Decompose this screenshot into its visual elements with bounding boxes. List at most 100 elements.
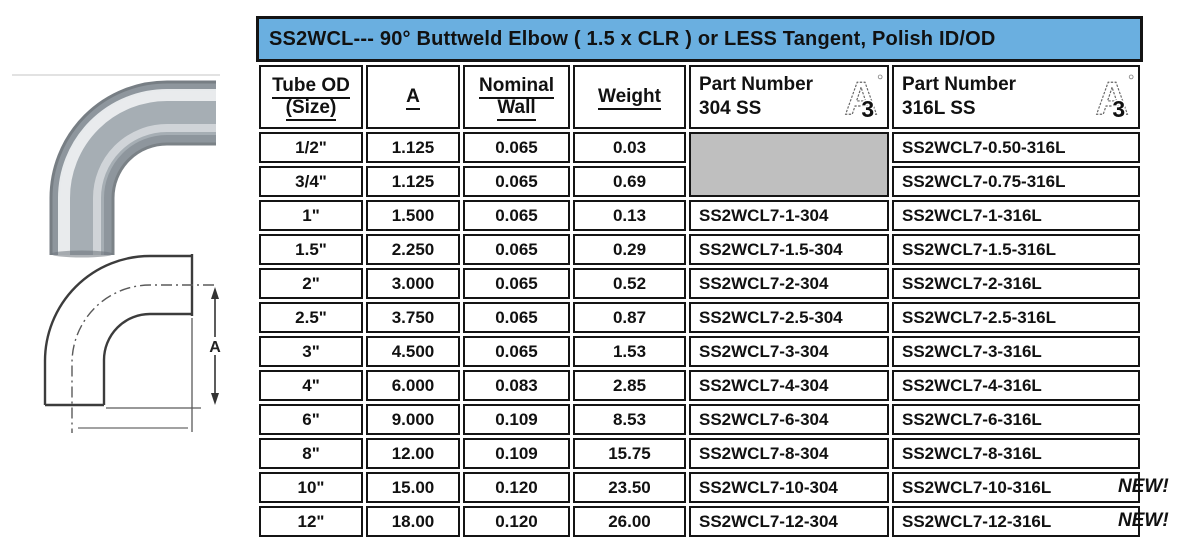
pn316-cell: SS2WCL7-3-316L <box>892 336 1140 367</box>
col-header-part-number-304: Part Number 304 SS A 3 <box>689 65 889 129</box>
new-badge: NEW! <box>1118 476 1169 497</box>
pn304-cell: SS2WCL7-2.5-304 <box>689 302 889 333</box>
col-header-a: A <box>366 65 460 129</box>
pn316-cell: SS2WCL7-2.5-316L <box>892 302 1140 333</box>
svg-text:A: A <box>844 72 877 123</box>
dimension-label: A <box>209 339 221 356</box>
pn316-cell: SS2WCL7-1.5-316L <box>892 234 1140 265</box>
table-row: 1.5" 2.250 0.065 0.29 SS2WCL7-1.5-304 SS… <box>259 234 1140 265</box>
pn316-cell: SS2WCL7-1-316L <box>892 200 1140 231</box>
wall-cell: 0.065 <box>463 234 570 265</box>
wall-cell: 0.065 <box>463 302 570 333</box>
pn304-cell: SS2WCL7-1-304 <box>689 200 889 231</box>
table-row: 6" 9.000 0.109 8.53 SS2WCL7-6-304 SS2WCL… <box>259 404 1140 435</box>
wall-cell: 0.065 <box>463 166 570 197</box>
wall-cell: 0.120 <box>463 506 570 537</box>
table-row: 4" 6.000 0.083 2.85 SS2WCL7-4-304 SS2WCL… <box>259 370 1140 401</box>
weight-cell: 26.00 <box>573 506 686 537</box>
table-row: 2.5" 3.750 0.065 0.87 SS2WCL7-2.5-304 SS… <box>259 302 1140 333</box>
wall-cell: 0.065 <box>463 200 570 231</box>
weight-cell: 1.53 <box>573 336 686 367</box>
size-cell: 6" <box>259 404 363 435</box>
pn304-unavailable-cell <box>689 132 889 197</box>
weight-cell: 15.75 <box>573 438 686 469</box>
wall-cell: 0.109 <box>463 438 570 469</box>
table-row: 2" 3.000 0.065 0.52 SS2WCL7-2-304 SS2WCL… <box>259 268 1140 299</box>
col-header-tube-od: Tube OD (Size) <box>259 65 363 129</box>
pn304-cell: SS2WCL7-10-304 <box>689 472 889 503</box>
pn316-cell: SS2WCL7-6-316L <box>892 404 1140 435</box>
table-title: SS2WCL--- 90° Buttweld Elbow ( 1.5 x CLR… <box>256 16 1143 62</box>
3a-sanitary-logo-icon: A 3 <box>1095 72 1134 123</box>
table-row: 1/2" 1.125 0.065 0.03 SS2WCL7-0.50-316L <box>259 132 1140 197</box>
wall-cell: 0.120 <box>463 472 570 503</box>
a-cell: 1.125 <box>366 166 460 197</box>
wall-cell: 0.065 <box>463 336 570 367</box>
size-cell: 1" <box>259 200 363 231</box>
wall-cell: 0.065 <box>463 268 570 299</box>
pn304-cell: SS2WCL7-8-304 <box>689 438 889 469</box>
pn316-cell: SS2WCL7-12-316L <box>892 506 1140 537</box>
weight-cell: 8.53 <box>573 404 686 435</box>
weight-cell: 0.13 <box>573 200 686 231</box>
table-row: 12" 18.00 0.120 26.00 SS2WCL7-12-304 SS2… <box>259 506 1140 537</box>
elbow-product-photo <box>12 74 220 258</box>
pn316-cell: SS2WCL7-0.75-316L <box>892 166 1140 197</box>
a-cell: 15.00 <box>366 472 460 503</box>
col-header-nominal-wall: Nominal Wall <box>463 65 570 129</box>
size-cell: 2.5" <box>259 302 363 333</box>
size-cell: 2" <box>259 268 363 299</box>
size-cell: 10" <box>259 472 363 503</box>
size-cell: 3" <box>259 336 363 367</box>
a-cell: 3.750 <box>366 302 460 333</box>
col-header-weight: Weight <box>573 65 686 129</box>
pn316-cell: SS2WCL7-2-316L <box>892 268 1140 299</box>
weight-cell: 2.85 <box>573 370 686 401</box>
elbow-dimension-drawing: A <box>43 254 224 433</box>
pn316-cell: SS2WCL7-4-316L <box>892 370 1140 401</box>
size-cell: 3/4" <box>259 166 363 197</box>
dimension-A: A <box>206 287 224 405</box>
pn304-cell: SS2WCL7-2-304 <box>689 268 889 299</box>
table-row: 1" 1.500 0.065 0.13 SS2WCL7-1-304 SS2WCL… <box>259 200 1140 231</box>
size-cell: 1.5" <box>259 234 363 265</box>
weight-cell: 0.52 <box>573 268 686 299</box>
svg-text:3: 3 <box>1112 96 1125 122</box>
svg-text:3: 3 <box>861 96 874 122</box>
pn304-cell: SS2WCL7-4-304 <box>689 370 889 401</box>
weight-cell: 23.50 <box>573 472 686 503</box>
wall-cell: 0.109 <box>463 404 570 435</box>
size-cell: 4" <box>259 370 363 401</box>
pn304-cell: SS2WCL7-6-304 <box>689 404 889 435</box>
pn316-cell: SS2WCL7-8-316L <box>892 438 1140 469</box>
pn304-cell: SS2WCL7-3-304 <box>689 336 889 367</box>
a-cell: 1.125 <box>366 132 460 163</box>
table-row: 8" 12.00 0.109 15.75 SS2WCL7-8-304 SS2WC… <box>259 438 1140 469</box>
size-cell: 1/2" <box>259 132 363 163</box>
a-cell: 2.250 <box>366 234 460 265</box>
a-cell: 4.500 <box>366 336 460 367</box>
a-cell: 1.500 <box>366 200 460 231</box>
a-cell: 6.000 <box>366 370 460 401</box>
new-badge: NEW! <box>1118 510 1169 531</box>
table-row: 3" 4.500 0.065 1.53 SS2WCL7-3-304 SS2WCL… <box>259 336 1140 367</box>
svg-text:A: A <box>1095 72 1128 123</box>
pn316-cell: SS2WCL7-0.50-316L <box>892 132 1140 163</box>
centerline <box>71 284 214 433</box>
pn304-cell: SS2WCL7-1.5-304 <box>689 234 889 265</box>
weight-cell: 0.69 <box>573 166 686 197</box>
a-cell: 12.00 <box>366 438 460 469</box>
weight-cell: 0.29 <box>573 234 686 265</box>
a-cell: 9.000 <box>366 404 460 435</box>
header-row: Tube OD (Size) A Nominal Wall Weight <box>259 65 1140 129</box>
size-cell: 12" <box>259 506 363 537</box>
weight-cell: 0.03 <box>573 132 686 163</box>
pn316-cell: SS2WCL7-10-316L <box>892 472 1140 503</box>
col-header-part-number-316l: Part Number 316L SS A 3 <box>892 65 1140 129</box>
wall-cell: 0.083 <box>463 370 570 401</box>
3a-sanitary-logo-icon: A 3 <box>844 72 883 123</box>
a-cell: 3.000 <box>366 268 460 299</box>
weight-cell: 0.87 <box>573 302 686 333</box>
size-cell: 8" <box>259 438 363 469</box>
